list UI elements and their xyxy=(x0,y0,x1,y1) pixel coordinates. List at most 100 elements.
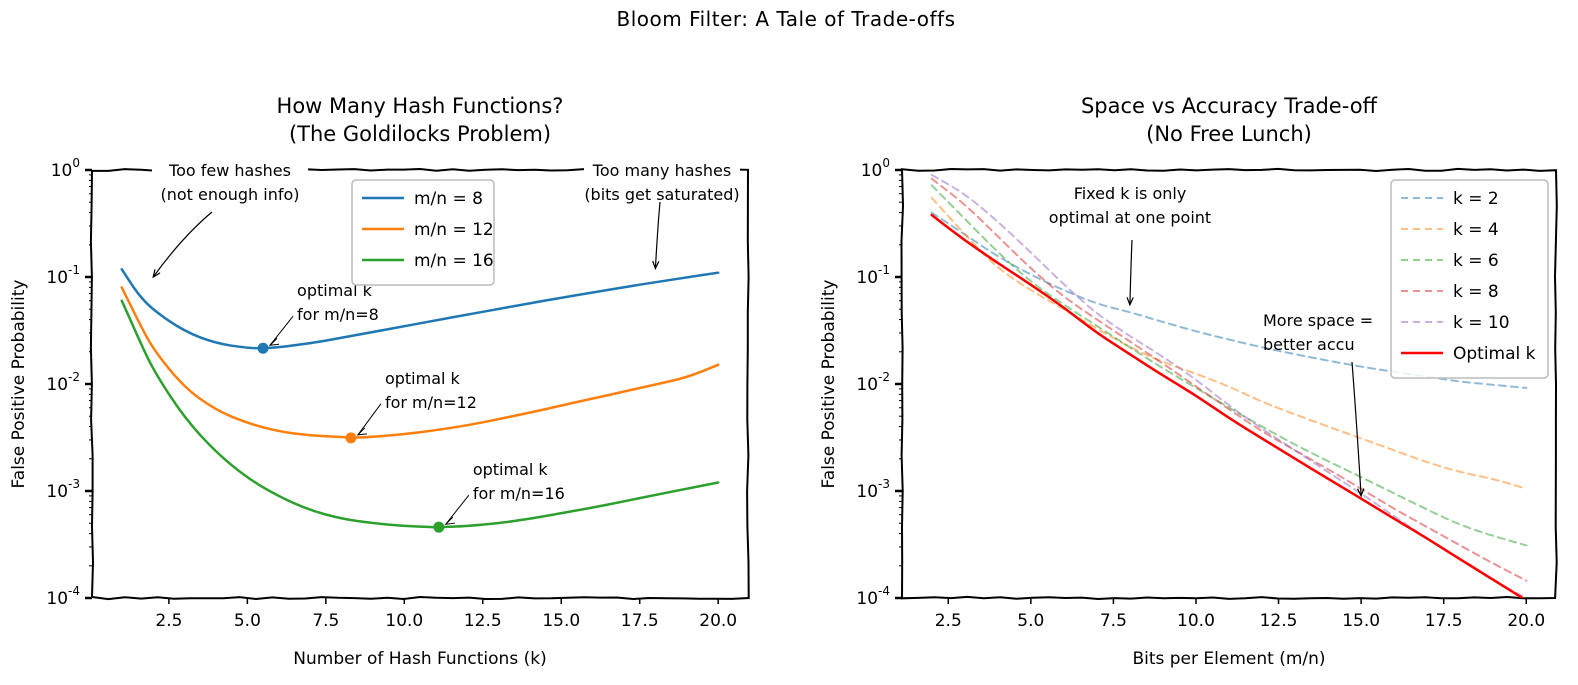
chart-hash-functions: How Many Hash Functions? (The Goldilocks… xyxy=(9,94,750,669)
x-tick-label: 17.5 xyxy=(1425,611,1463,631)
y-tick-label: 100 xyxy=(861,156,890,181)
annotation-background xyxy=(584,162,740,180)
plot-area: 2.5 5.0 7.5 10.0 12.5 15.0 17.5 20.010-410-310-… xyxy=(856,156,1558,631)
chart-title-line2: (No Free Lunch) xyxy=(1146,122,1312,146)
annotation-line2: better accu xyxy=(1263,335,1355,354)
y-tick-base: 10 xyxy=(856,375,878,395)
series-line-m-n-12 xyxy=(120,286,720,439)
optimal-point-marker xyxy=(257,342,269,354)
y-tick-base: 10 xyxy=(51,161,73,181)
axes-frame xyxy=(89,167,750,601)
x-tick-label: 5.0 xyxy=(234,611,261,631)
axes-frame xyxy=(900,167,1558,601)
y-tick-exp: -3 xyxy=(68,477,80,491)
series-line-k-10 xyxy=(930,173,1528,598)
annotation-arrow xyxy=(654,201,661,269)
annotation-arrow xyxy=(1351,361,1362,496)
x-axis-label: Number of Hash Functions (k) xyxy=(293,649,546,669)
annotation-arrowhead xyxy=(652,260,660,271)
legend-label: m/n = 8 xyxy=(414,189,483,209)
annotation-line2: (bits get saturated) xyxy=(584,185,739,204)
optimal-point-arrow xyxy=(269,315,294,346)
y-tick-label: 10-2 xyxy=(856,370,890,395)
y-tick-label: 10-3 xyxy=(856,477,890,502)
optimal-point-label-line1: optimal k xyxy=(473,460,549,479)
annotation-arrowhead xyxy=(1357,488,1365,498)
optimal-point-marker xyxy=(433,521,445,533)
y-tick-base: 10 xyxy=(856,268,878,288)
legend-label: m/n = 16 xyxy=(414,251,494,271)
chart-title-line1: How Many Hash Functions? xyxy=(277,94,564,118)
y-tick-exp: -2 xyxy=(878,370,890,384)
y-tick-base: 10 xyxy=(856,482,878,502)
annotation-line1: Fixed k is only xyxy=(1074,184,1187,203)
y-tick-label: 10-3 xyxy=(46,477,80,502)
x-tick-label: 20.0 xyxy=(699,611,737,631)
x-tick-label: 5.0 xyxy=(1017,611,1044,631)
legend-label: m/n = 12 xyxy=(414,220,494,240)
x-tick-label: 15.0 xyxy=(542,611,580,631)
y-tick-exp: -4 xyxy=(878,584,890,598)
y-tick-exp: -1 xyxy=(878,263,890,277)
y-tick-label: 10-2 xyxy=(46,370,80,395)
x-tick-label: 17.5 xyxy=(621,611,659,631)
y-tick-base: 10 xyxy=(46,482,68,502)
annotation-line2: optimal at one point xyxy=(1049,208,1211,227)
series-line-k-8 xyxy=(930,177,1528,582)
annotation-line2: (not enough info) xyxy=(160,185,299,204)
chart-space-accuracy: Space vs Accuracy Trade-off (No Free Lun… xyxy=(819,94,1558,669)
legend-label: k = 10 xyxy=(1453,313,1510,333)
y-axis-label: False Positive Probability xyxy=(9,280,29,489)
chart-title-line2: (The Goldilocks Problem) xyxy=(289,122,551,146)
y-tick-base: 10 xyxy=(46,589,68,609)
x-tick-label: 15.0 xyxy=(1342,611,1380,631)
x-tick-label: 2.5 xyxy=(155,611,182,631)
y-tick-label: 10-4 xyxy=(856,584,890,609)
y-tick-exp: 0 xyxy=(882,156,890,170)
optimal-point-arrowhead xyxy=(356,427,368,436)
annotation-line1: Too few hashes xyxy=(168,161,291,180)
chart-title-line1: Space vs Accuracy Trade-off xyxy=(1081,94,1378,118)
optimal-point-arrowhead xyxy=(268,337,280,346)
y-tick-base: 10 xyxy=(856,589,878,609)
series-line-k-6 xyxy=(930,184,1528,547)
annotation-arrowhead xyxy=(1126,297,1134,307)
legend-label: k = 8 xyxy=(1453,282,1499,302)
optimal-point-label-line1: optimal k xyxy=(297,281,373,300)
optimal-point-arrowhead xyxy=(444,516,455,525)
x-tick-label: 2.5 xyxy=(935,611,962,631)
x-tick-label: 7.5 xyxy=(1100,611,1127,631)
series-line-m-n-8 xyxy=(120,268,720,350)
annotation-line1: More space = xyxy=(1263,311,1373,330)
y-tick-label: 10-4 xyxy=(46,584,80,609)
x-tick-label: 7.5 xyxy=(312,611,339,631)
x-tick-label: 10.0 xyxy=(385,611,423,631)
optimal-point-label-line2: for m/n=12 xyxy=(385,393,477,412)
optimal-point-label-line2: for m/n=8 xyxy=(297,305,379,324)
annotation-arrow xyxy=(152,211,213,278)
annotation-arrow xyxy=(1129,239,1133,305)
y-tick-base: 10 xyxy=(861,161,883,181)
optimal-point-arrow xyxy=(357,403,382,436)
series-line-optimal-k xyxy=(930,213,1525,598)
optimal-point-arrow xyxy=(445,494,470,525)
annotation-arrowhead xyxy=(152,269,161,279)
y-tick-exp: -1 xyxy=(68,263,80,277)
series-line-k-4 xyxy=(930,196,1528,490)
y-tick-label: 10-1 xyxy=(46,263,80,288)
x-tick-label: 20.0 xyxy=(1507,611,1545,631)
y-tick-exp: 0 xyxy=(72,156,80,170)
series-group xyxy=(120,268,720,529)
series-group xyxy=(930,173,1528,598)
annotation-background xyxy=(152,162,308,180)
annotation-line1: Too many hashes xyxy=(592,161,731,180)
x-tick-label: 12.5 xyxy=(464,611,502,631)
optimal-point-label-line2: for m/n=16 xyxy=(473,484,565,503)
y-tick-exp: -4 xyxy=(68,584,80,598)
plot-area: 2.5 5.0 7.5 10.0 12.5 15.0 17.5 20.010-410-310-… xyxy=(46,156,750,631)
optimal-point-label-line1: optimal k xyxy=(385,369,461,388)
x-tick-label: 12.5 xyxy=(1260,611,1298,631)
y-tick-base: 10 xyxy=(46,375,68,395)
series-line-m-n-16 xyxy=(120,299,720,529)
